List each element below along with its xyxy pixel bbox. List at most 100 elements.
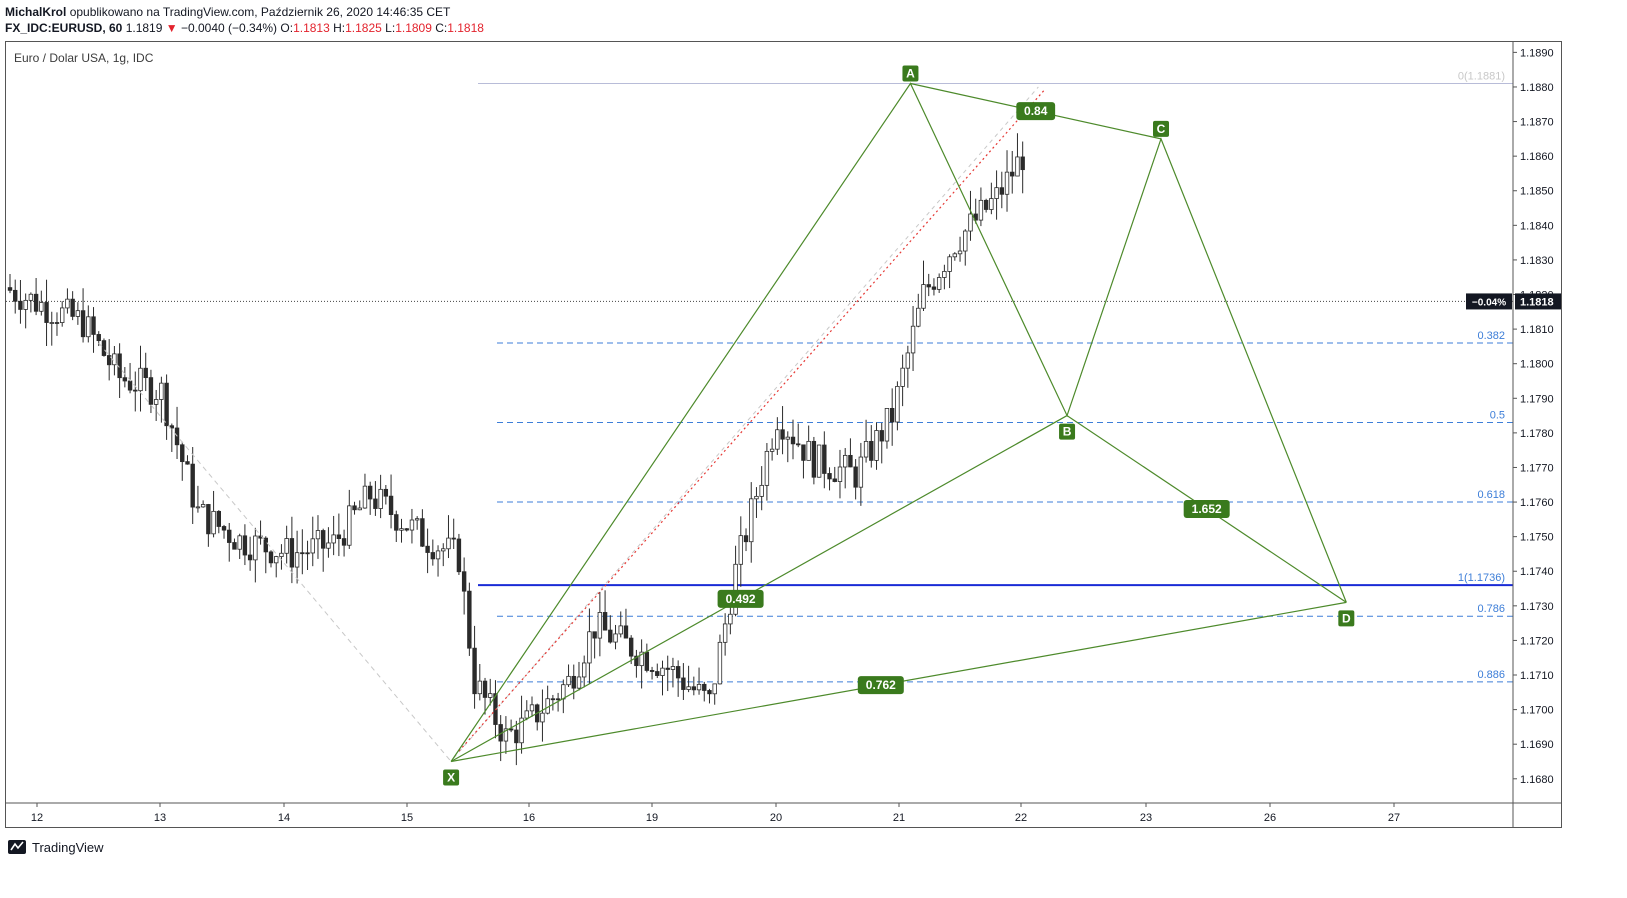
candle-body <box>357 507 362 511</box>
pattern-ratio-label: 0.84 <box>1024 104 1048 118</box>
candle-body <box>28 293 34 301</box>
candle-body <box>597 612 603 639</box>
candle-body <box>524 710 529 719</box>
candle-body <box>430 552 436 560</box>
y-tick-label: 1.1710 <box>1520 670 1554 682</box>
candle-body <box>832 478 837 482</box>
candle-body <box>806 440 811 461</box>
fib-level-label: 1(1.1736) <box>1458 572 1505 584</box>
candle-body <box>237 535 242 550</box>
candle-body <box>733 563 738 615</box>
candle-body <box>331 534 336 544</box>
ohlc-open-label: O: <box>280 21 294 35</box>
x-tick-label: 21 <box>893 812 905 824</box>
candle-body <box>326 542 331 549</box>
tradingview-logo[interactable]: TradingView <box>8 838 104 856</box>
publication-line: MichalKrol opublikowano na TradingView.c… <box>5 5 450 19</box>
candle-body <box>728 613 733 625</box>
fib-level-label: 0.618 <box>1477 489 1505 501</box>
candle-body <box>461 571 467 592</box>
candle-body <box>722 623 728 643</box>
y-tick-label: 1.1780 <box>1520 428 1554 440</box>
candle-body <box>216 510 221 527</box>
symbol-line: FX_IDC:EURUSD, 60 1.1819 ▼ −0.0040 (−0.3… <box>5 21 484 35</box>
candle-body <box>848 454 853 468</box>
candle-body <box>775 429 780 450</box>
last-price: 1.1819 <box>125 21 163 35</box>
x-tick-label: 20 <box>770 812 782 824</box>
candle-body <box>472 647 477 695</box>
candle-body <box>33 293 39 312</box>
candle-body <box>780 429 785 440</box>
candle-body <box>863 440 869 458</box>
ohlc-high-label: H: <box>333 21 346 35</box>
ohlc-close: 1.1818 <box>447 21 484 35</box>
candle-body <box>148 377 154 405</box>
candle-body <box>874 430 879 461</box>
y-tick-label: 1.1880 <box>1520 82 1554 94</box>
candle-body <box>649 670 655 672</box>
pattern-ratio-label: 0.762 <box>866 678 896 692</box>
candle-body <box>644 651 650 671</box>
y-tick-label: 1.1890 <box>1520 47 1554 59</box>
ohlc-low: 1.1809 <box>395 21 432 35</box>
candle-body <box>550 698 556 701</box>
candle-body <box>769 448 775 452</box>
candle-body <box>65 298 70 309</box>
fib-level-label: 0.786 <box>1477 603 1505 615</box>
candle-body <box>853 466 858 488</box>
candle-body <box>352 505 357 511</box>
candle-body <box>811 440 817 478</box>
candle-body <box>1020 156 1025 171</box>
current-change-label: −0.04% <box>1472 297 1506 308</box>
author-name[interactable]: MichalKrol <box>5 5 67 19</box>
pattern-point-badge <box>1338 610 1355 627</box>
candle-body <box>294 552 300 568</box>
candle-body <box>13 289 18 302</box>
candle-body <box>362 485 368 509</box>
candle-body <box>477 680 482 695</box>
candle-body <box>420 518 425 547</box>
y-tick-label: 1.1720 <box>1520 635 1554 647</box>
candle-body <box>503 728 509 742</box>
candle-body <box>790 436 796 445</box>
candle-body <box>441 548 446 552</box>
candle-body <box>816 444 822 478</box>
candle-body <box>143 367 148 379</box>
candle-body <box>1010 171 1015 177</box>
candle-body <box>1015 156 1020 177</box>
candle-body <box>310 538 315 554</box>
candle-body <box>957 250 963 255</box>
candle-body <box>576 676 582 689</box>
candle-body <box>44 302 49 323</box>
candle-body <box>994 187 999 199</box>
candle-body <box>164 382 169 427</box>
candle-body <box>931 286 937 290</box>
candle-body <box>153 399 159 405</box>
candle-body <box>634 655 639 667</box>
x-tick-label: 13 <box>154 812 166 824</box>
candle-body <box>373 498 378 509</box>
candle-body <box>592 631 597 639</box>
candle-body <box>822 444 827 474</box>
pattern-point-label: C <box>1157 122 1166 136</box>
candle-body <box>749 498 754 543</box>
candle-body <box>989 198 994 210</box>
ohlc-high: 1.1825 <box>345 21 382 35</box>
y-tick-label: 1.1700 <box>1520 705 1554 717</box>
fib-level-label: 0.5 <box>1490 410 1505 422</box>
candle-body <box>305 552 310 555</box>
candle-body <box>247 554 253 561</box>
candle-body <box>702 683 707 691</box>
candle-body <box>482 680 488 698</box>
candle-body <box>628 637 634 657</box>
candle-body <box>895 385 900 423</box>
published-text: opublikowano na TradingView.com, Paździe… <box>69 5 451 19</box>
candle-body <box>122 377 128 382</box>
candle-body <box>284 538 289 554</box>
candle-body <box>289 538 295 568</box>
candle-body <box>91 316 96 335</box>
candle-body <box>49 322 54 324</box>
chart-frame[interactable] <box>5 41 1562 828</box>
